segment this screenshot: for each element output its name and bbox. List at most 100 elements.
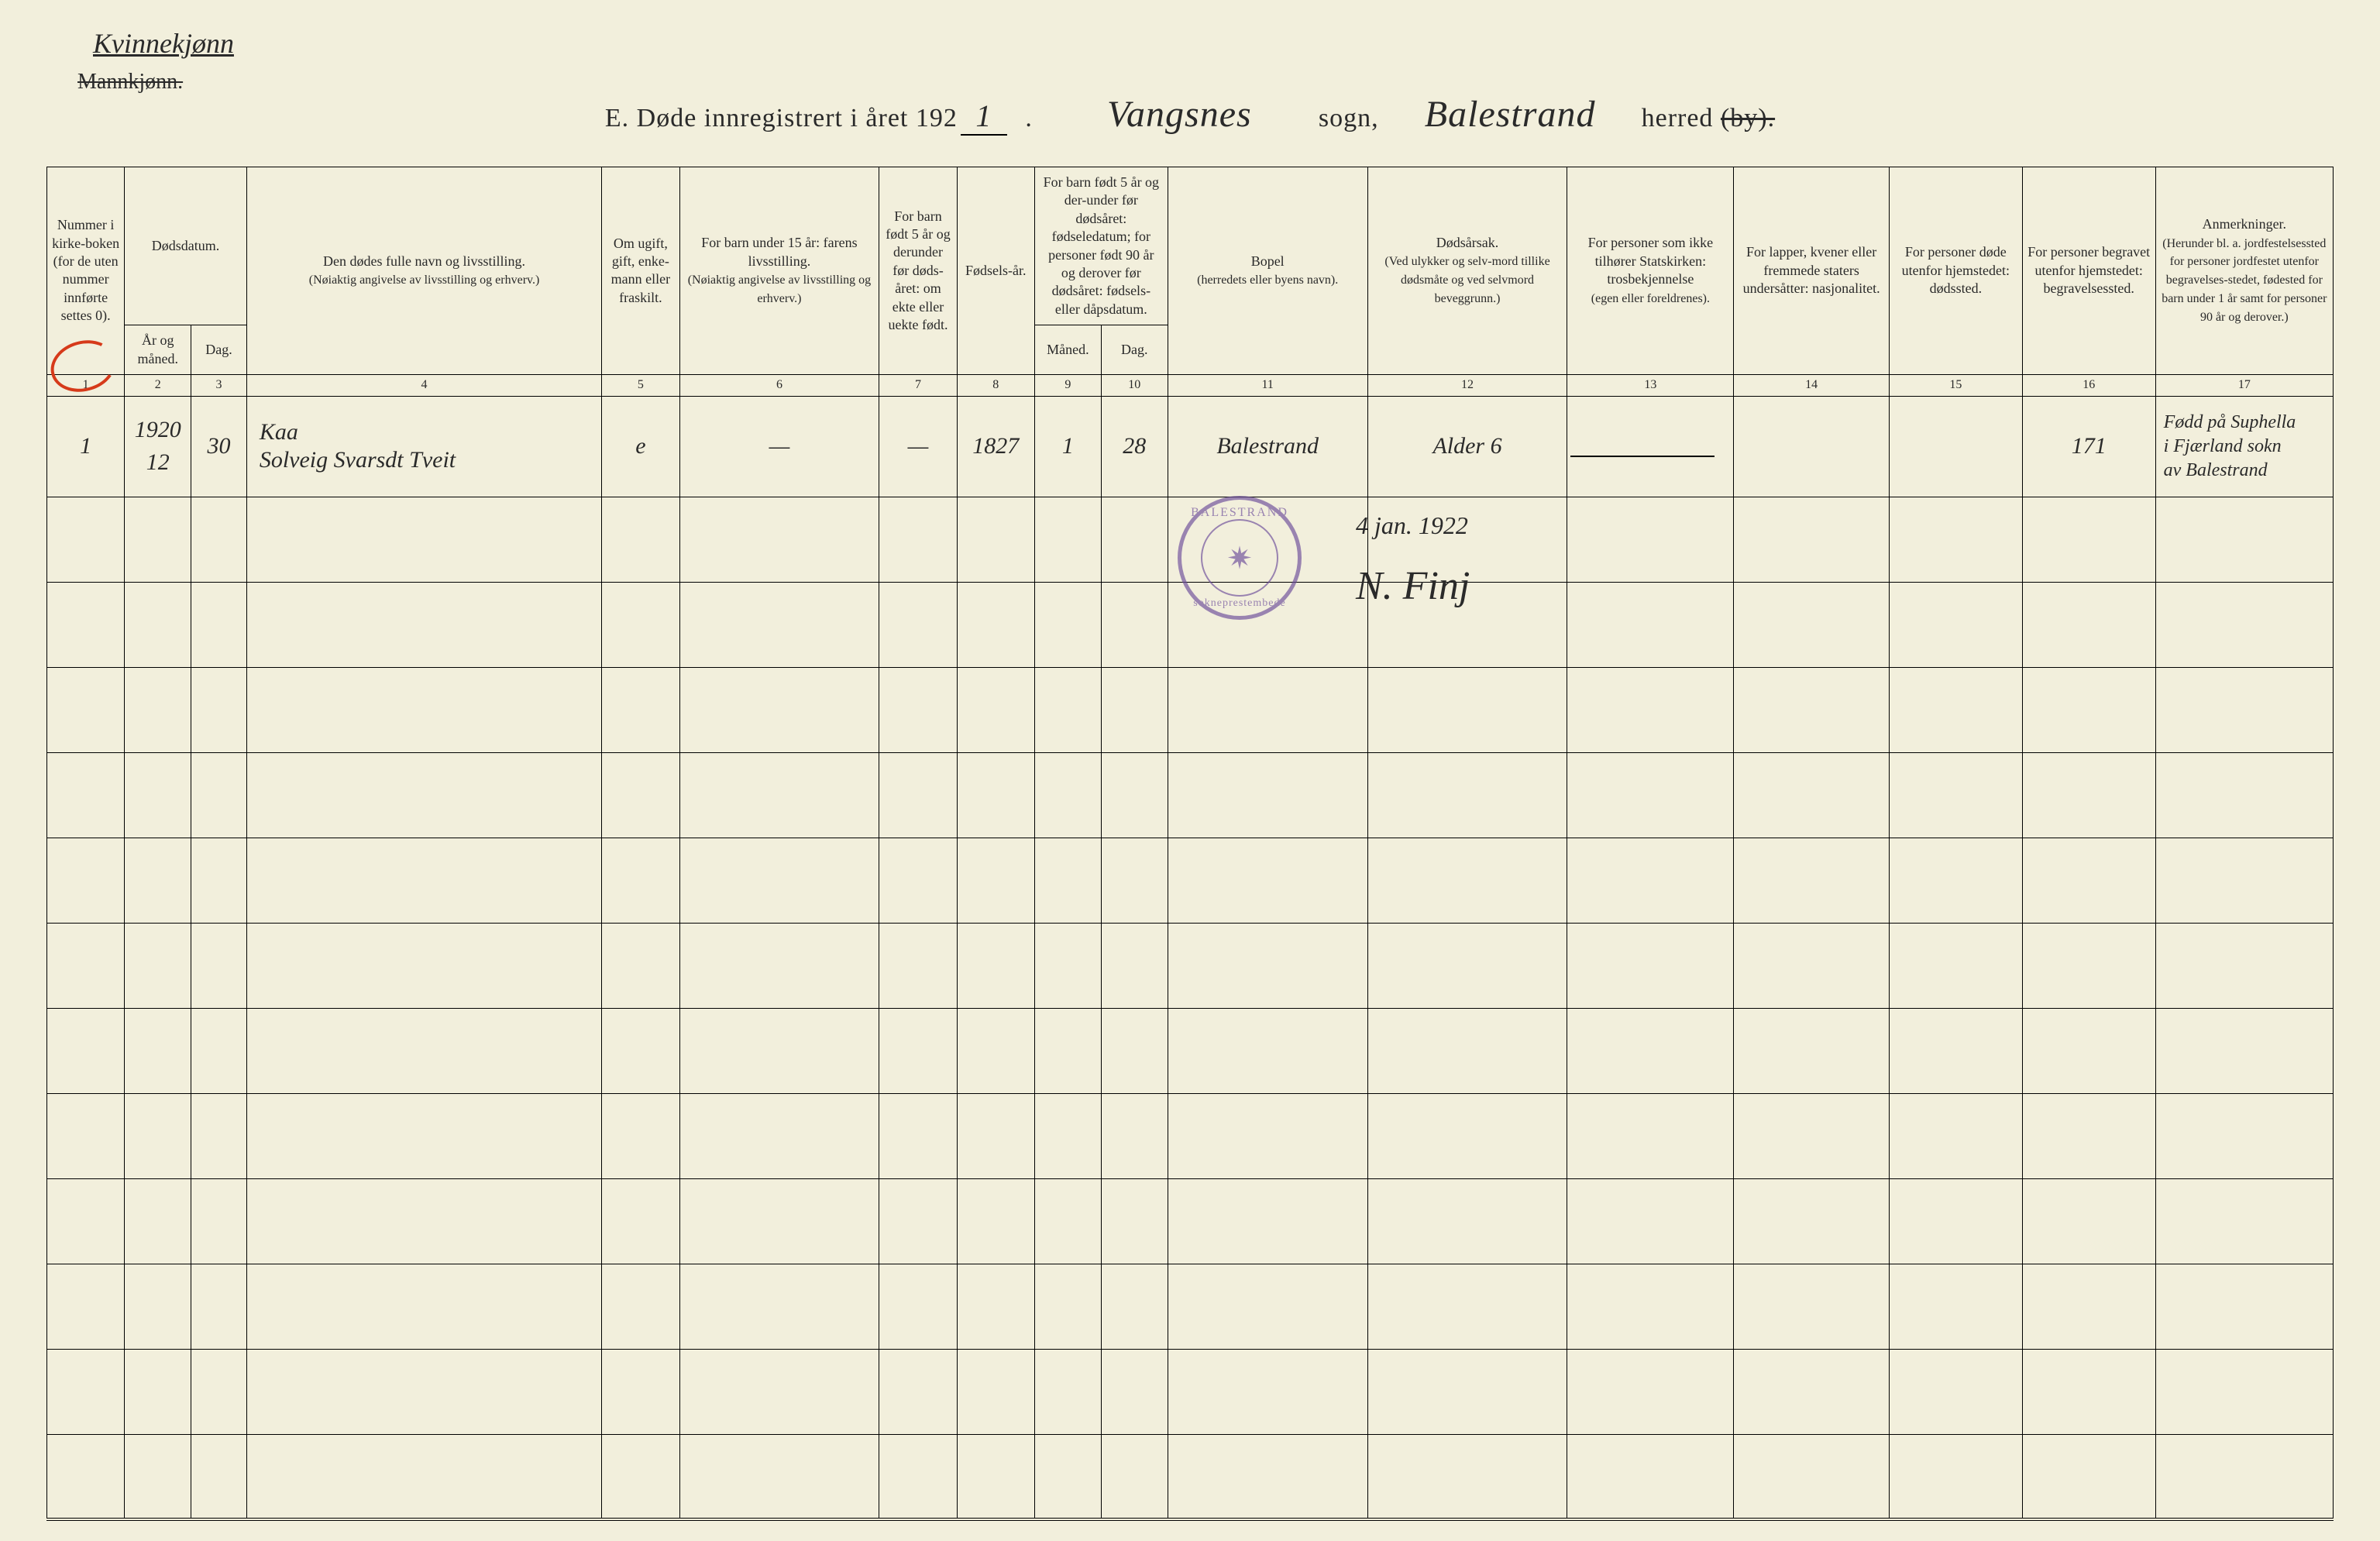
cell-blank [1034,1093,1101,1178]
cell-blank [125,923,191,1008]
cell-blank [246,923,601,1008]
cell-blank [679,497,879,582]
cell-blank [1367,1349,1567,1434]
cell-blank [2155,582,2333,667]
cell-blank [1367,1264,1567,1349]
cell-blank [1101,667,1168,752]
cell-death-place [1889,396,2022,497]
cell-blank [1168,752,1367,838]
cell-blank [246,1008,601,1093]
column-header: For lapper, kvener eller fremmede stater… [1734,167,1890,375]
table-row-blank [47,1093,2334,1178]
cell-blank [191,1264,247,1349]
cell-blank [2155,1178,2333,1264]
cell-blank [1734,1434,1890,1519]
cell-blank [602,1008,679,1093]
cell-blank [47,1434,125,1519]
cell-blank [1034,1008,1101,1093]
herred-name-handwritten: Balestrand [1402,93,1618,136]
cell-blank [2022,1178,2155,1264]
column-number: 12 [1367,374,1567,396]
cell-blank [2022,1264,2155,1349]
cell-blank [957,752,1034,838]
cell-blank [2155,752,2333,838]
cell-blank [191,1349,247,1434]
cell-blank [125,582,191,667]
sogn-name-handwritten: Vangsnes [1063,93,1295,136]
column-header: Dag. [191,325,247,375]
cell-blank [1567,1264,1734,1349]
cell-blank [602,1264,679,1349]
cell-blank [246,838,601,923]
cell-blank [957,1008,1034,1093]
cell-blank [1734,497,1890,582]
cell-blank [47,1178,125,1264]
cell-blank [2155,497,2333,582]
cell-blank [679,923,879,1008]
cell-blank [191,497,247,582]
cell-blank [1367,838,1567,923]
table-header: Nummer i kirke-boken (for de uten nummer… [47,167,2334,397]
signature-name: N. Finj [1356,563,1470,609]
cell-blank [2022,667,2155,752]
cell-blank [1889,497,2022,582]
cell-blank [1034,923,1101,1008]
column-header: For barn under 15 år: farens livsstillin… [679,167,879,375]
cell-blank [2022,582,2155,667]
cell-blank [1734,1349,1890,1434]
cell-legitimate: — [879,396,957,497]
register-page: Kvinnekjønn Mannkjønn. E. Døde innregist… [0,0,2380,1541]
cell-blank [1101,497,1168,582]
table-row: 119201230KaaSolveig Svarsdt Tveite——1827… [47,396,2334,497]
cell-blank [1367,1434,1567,1519]
cell-blank [1034,838,1101,923]
sogn-label: sogn, [1319,104,1379,132]
cell-blank [1034,1434,1101,1519]
cell-blank [2155,667,2333,752]
column-number: 17 [2155,374,2333,396]
column-number: 15 [1889,374,2022,396]
cell-blank [47,497,125,582]
cell-blank [1101,1264,1168,1349]
cell-blank [1367,1178,1567,1264]
cell-blank [2155,1434,2333,1519]
cell-blank [1034,1349,1101,1434]
cell-blank [1034,1178,1101,1264]
stamp-glyph: ✷ [1201,519,1278,597]
cell-blank [246,1264,601,1349]
cell-blank [1889,1093,2022,1178]
cell-blank [2155,1264,2333,1349]
cell-blank [246,752,601,838]
signature-date: 4 jan. 1922 [1356,511,1470,540]
cell-blank [125,752,191,838]
column-header: Dag. [1101,325,1168,375]
cell-blank [879,1264,957,1349]
cell-blank [125,1008,191,1093]
cell-blank [1168,1008,1367,1093]
cell-blank [2022,1008,2155,1093]
cell-blank [1168,838,1367,923]
cell-blank [1889,752,2022,838]
cell-blank [125,1434,191,1519]
column-number: 3 [191,374,247,396]
cell-blank [1567,1349,1734,1434]
cell-blank [957,497,1034,582]
stamp-text-bottom: sokneprestembede [1193,597,1285,610]
cell-blank [1101,582,1168,667]
cell-father-occupation: — [679,396,879,497]
cell-blank [125,1093,191,1178]
column-header: Den dødes fulle navn og livsstilling.(Nø… [246,167,601,375]
cell-blank [125,838,191,923]
column-number: 13 [1567,374,1734,396]
column-number: 5 [602,374,679,396]
cell-blank [191,1093,247,1178]
cell-blank [2155,1093,2333,1178]
cell-cause: Alder 6 [1367,396,1567,497]
cell-blank [246,1093,601,1178]
table-row-blank [47,752,2334,838]
cell-blank [1567,667,1734,752]
column-header: Bopel(herredets eller byens navn). [1168,167,1367,375]
cell-birth-month: 1 [1034,396,1101,497]
cell-blank [1889,582,2022,667]
cell-blank [1567,1008,1734,1093]
